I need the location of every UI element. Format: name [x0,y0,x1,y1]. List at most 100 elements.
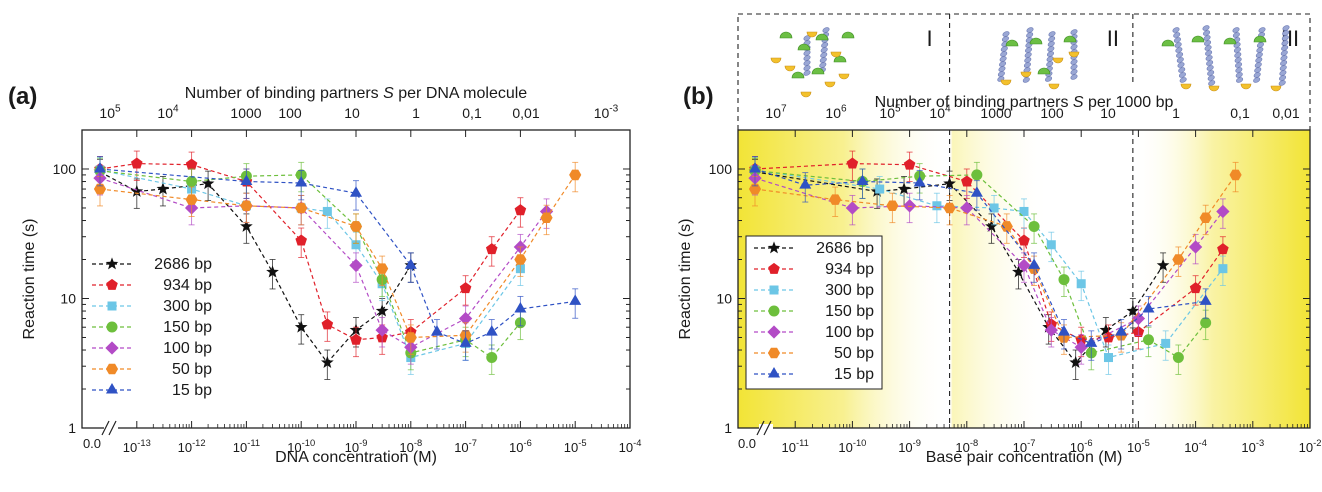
x-tick-label: 10-12 [178,438,206,455]
dna-segment [1236,77,1244,83]
protein-green [1029,37,1043,45]
data-point [748,162,762,173]
top-tick-label: 10-3 [594,104,619,121]
top-tick-label: 105 [99,104,121,121]
dna-segment [1024,52,1032,58]
series-group [748,150,1242,380]
top-tick-label: 105 [879,104,901,121]
legend-marker [106,278,118,290]
x-tick-label: 10-10 [287,438,315,455]
protein-yellow [824,81,836,88]
protein-green [1063,35,1077,43]
data-point [902,199,917,213]
protein-green [779,31,793,39]
y-tick-label: 100 [53,161,77,177]
data-point [266,265,279,278]
data-point [1200,317,1212,329]
data-point [321,355,334,368]
dna-segment [1175,47,1183,53]
data-point [185,158,198,170]
x-axis-label: DNA concentration (M) [275,449,437,466]
top-tick-label: 104 [157,104,179,121]
data-point [1172,254,1185,265]
dna-segment [1279,70,1287,76]
dna-segment [803,65,811,71]
data-point [240,219,253,232]
dna-segment [1001,36,1009,42]
data-point [156,182,170,195]
dna-segment [1000,46,1008,52]
y-tick-label: 10 [60,290,76,306]
legend-marker [107,301,117,311]
legend-label: 50 bp [172,361,212,378]
regime-label: II [1107,26,1119,51]
x-tick-label: 10-8 [955,438,978,455]
data-point [1102,331,1115,343]
data-point [514,254,527,265]
data-point [943,177,956,190]
series-line [754,170,1207,359]
axis-break-mark [756,420,765,436]
legend-marker [767,367,781,378]
data-point [1028,258,1041,269]
top-tick-label: 100 [1040,105,1064,121]
series-line [754,162,1224,341]
data-point [294,320,308,333]
dna-segment [1178,72,1186,78]
legend: 2686 bp 934 bp 300 bp 150 bp 100 bp 50 bp 15 b… [92,256,212,399]
dna-segment [1256,42,1264,48]
protein-green [797,43,811,51]
dna-segment [1206,65,1214,71]
legend-marker [105,363,119,375]
y-axis-label: Reaction time (s) [677,219,694,340]
legend: 2686 bp 934 bp 300 bp 150 bp 100 bp 50 bp 15 b… [745,235,883,390]
dna-segment [803,60,811,66]
dna-segment [803,70,811,76]
data-point [1046,240,1056,250]
protein-green [1037,67,1051,75]
data-point [1012,265,1025,278]
top-tick-label: 106 [825,104,847,121]
protein-yellow [1208,85,1220,92]
x-tick-label: 10-8 [399,438,422,455]
dna-segment [1024,57,1032,63]
legend-label: 934 bp [825,261,874,278]
protein-green [1161,39,1175,47]
x-tick-label: 10-9 [898,438,921,455]
dna-segment [1253,77,1261,83]
data-point [1044,323,1058,337]
dna-segment [1208,80,1216,86]
top-tick-label: 10 [344,105,360,121]
dna-segment [1280,60,1288,66]
protein-yellow [800,91,812,98]
data-point [349,258,363,273]
dna-segment [1205,55,1213,61]
top-tick-label: 1000 [980,105,1011,121]
dna-segment [1173,32,1181,38]
legend-marker [105,341,119,355]
protein-green [841,31,855,39]
data-point [569,169,582,181]
data-point [295,202,308,214]
protein-yellow [1068,51,1080,58]
data-point [349,186,363,197]
protein-green [1005,39,1019,47]
top-tick-label: 104 [929,104,951,121]
data-point [321,318,334,330]
dna-segment [819,57,827,63]
y-axis-label: Reaction time (s) [21,219,38,340]
top-tick-label: 0,01 [512,105,539,121]
dna-segment [998,66,1006,72]
dna-segment [803,55,811,61]
data-point [875,184,885,194]
data-point [1126,304,1140,317]
top-tick-label: 100 [278,105,302,121]
panel-b: 1 10 100 10-11 10-10 10-9 10-8 10-7 10-6 10-5 10-4… [677,13,1321,466]
dna-segment [1282,30,1290,36]
data-point [1188,240,1203,254]
data-point [799,178,812,189]
x-tick-label: 10-5 [1127,438,1150,455]
protein-yellow [1020,71,1032,78]
legend-label: 2686 bp [154,256,212,273]
